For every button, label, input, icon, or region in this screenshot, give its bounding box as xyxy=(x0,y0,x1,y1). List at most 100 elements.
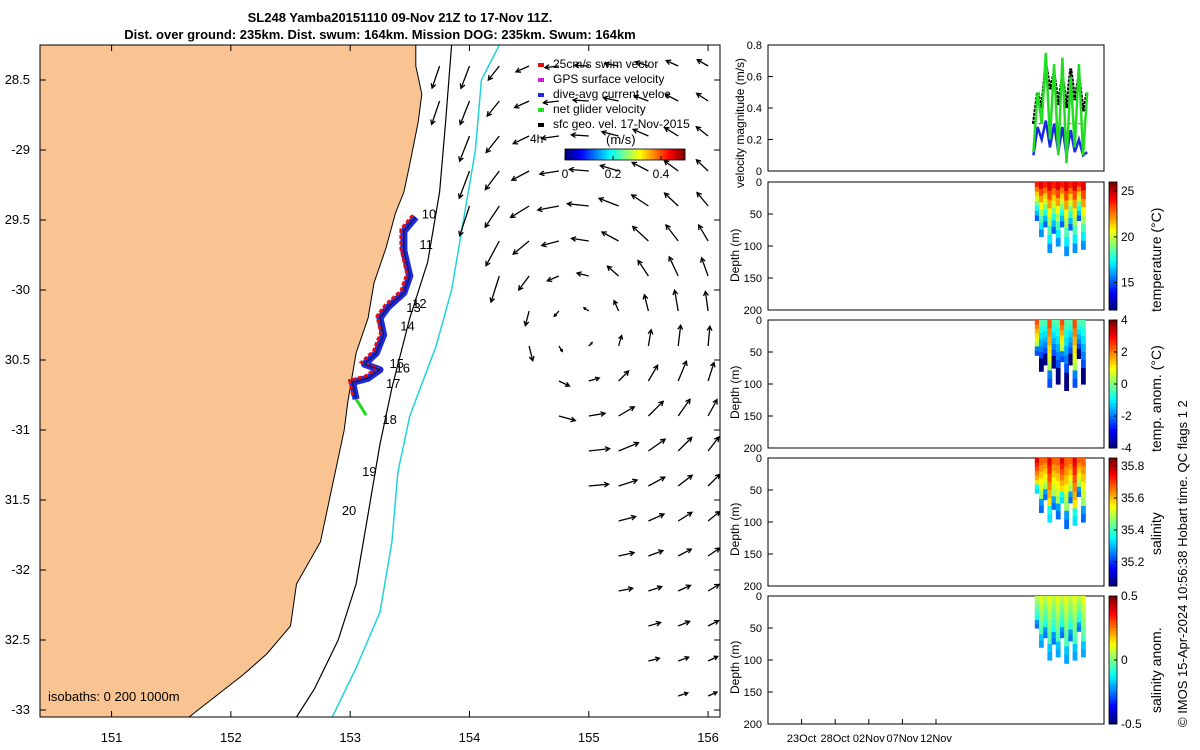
section-cell xyxy=(1076,348,1082,355)
legend-entry: GPS surface velocity xyxy=(553,72,664,86)
section-colorbar-tick-label: 35.6 xyxy=(1121,491,1145,505)
section-colorbar-cell xyxy=(1109,612,1117,616)
section-cell xyxy=(1034,206,1040,212)
section-colorbar-cell xyxy=(1109,329,1117,334)
section-cell xyxy=(1060,632,1065,639)
colorbar-cell xyxy=(659,149,662,160)
colorbar-cell xyxy=(579,149,582,160)
legend-swatch xyxy=(538,108,544,112)
section-cell xyxy=(1068,218,1074,225)
section-cell xyxy=(1051,620,1057,627)
section-cell xyxy=(1081,224,1086,233)
colorbar-cell xyxy=(633,149,636,160)
section-cell xyxy=(1043,616,1048,623)
colorbar-cell xyxy=(571,149,574,160)
geo-arrow xyxy=(695,125,709,137)
section-colorbar-cell xyxy=(1109,422,1117,427)
section-cell xyxy=(1072,644,1078,653)
section-cell xyxy=(1055,368,1061,377)
section-colorbar-cell xyxy=(1109,550,1117,555)
section-cell xyxy=(1034,201,1040,207)
section-cell xyxy=(1060,193,1065,200)
section-colorbar-cell xyxy=(1109,515,1117,520)
geo-arrow xyxy=(484,170,500,191)
section-cell xyxy=(1060,187,1065,194)
section-colorbar-cell xyxy=(1109,300,1117,305)
section-cell xyxy=(1039,608,1044,616)
section-cell xyxy=(1034,337,1040,343)
section-cell xyxy=(1064,466,1069,477)
section-colorbar-cell xyxy=(1109,441,1117,446)
section-cell xyxy=(1064,646,1069,656)
section-colorbar-cell xyxy=(1109,688,1117,693)
geo-arrow xyxy=(538,170,560,177)
geo-arrow xyxy=(664,59,679,67)
section-cell xyxy=(1081,490,1086,499)
section-cell xyxy=(1081,336,1086,345)
section-cell xyxy=(1043,348,1048,355)
colorbar-cell xyxy=(567,149,570,160)
section-cell xyxy=(1072,336,1078,346)
section-cell xyxy=(1081,320,1086,329)
section-cell xyxy=(1068,348,1074,355)
section-colorbar-cell xyxy=(1109,531,1117,536)
geo-arrow xyxy=(677,620,691,627)
section-colorbar-cell xyxy=(1109,361,1117,366)
section-cell xyxy=(1064,604,1069,614)
section-cell xyxy=(1051,470,1057,478)
section-colorbar-cell xyxy=(1109,198,1117,202)
geo-arrow xyxy=(648,656,661,662)
geo-arrow xyxy=(489,275,500,304)
geo-arrow xyxy=(485,135,500,154)
section-cell xyxy=(1076,215,1082,221)
geo-arrow xyxy=(706,324,713,347)
section-cell xyxy=(1072,596,1078,605)
geo-arrow xyxy=(668,255,679,277)
section-cell xyxy=(1047,234,1053,245)
section-colorbar-cell xyxy=(1109,239,1117,244)
section-cell xyxy=(1076,186,1082,193)
section-cell xyxy=(1055,344,1061,353)
section-cell xyxy=(1034,324,1040,330)
section-cell xyxy=(1064,337,1069,347)
section-colorbar-cell xyxy=(1109,692,1117,696)
geo-arrow xyxy=(553,310,560,318)
section-cell xyxy=(1076,609,1082,615)
depth-ytick-label: 50 xyxy=(750,623,762,635)
velocity-ytick-label: 0 xyxy=(756,166,762,178)
section-colorbar-cell xyxy=(1109,634,1117,639)
section-colorbar-cell xyxy=(1109,294,1117,298)
geo-arrow xyxy=(631,225,649,242)
section-colorbar-cell xyxy=(1109,342,1117,347)
section-cell xyxy=(1068,200,1074,207)
depth-ytick-label: 0 xyxy=(756,315,762,327)
velocity-series-line xyxy=(1032,120,1088,158)
section-cell xyxy=(1034,608,1040,613)
section-cell xyxy=(1076,353,1082,359)
geo-arrow xyxy=(698,223,709,242)
section-cell xyxy=(1081,626,1086,635)
colorbar-cell xyxy=(617,149,620,160)
section-colorbar-cell xyxy=(1109,541,1117,545)
section-cell xyxy=(1051,502,1057,510)
section-cell xyxy=(1034,210,1040,217)
section-cell xyxy=(1043,198,1048,205)
colorbar-cell xyxy=(627,149,630,160)
section-cell xyxy=(1051,220,1057,228)
map-ytick-label: -29 xyxy=(11,142,30,157)
section-cell xyxy=(1043,221,1048,228)
section-cell xyxy=(1068,480,1074,487)
colorbar-cell xyxy=(585,149,588,160)
colorbar-cell xyxy=(575,149,578,160)
colorbar-cell xyxy=(605,149,608,160)
section-cell xyxy=(1043,478,1048,485)
section-cell xyxy=(1039,345,1044,353)
section-colorbar-cell xyxy=(1109,303,1117,308)
geo-arrow xyxy=(677,436,693,452)
section-cell xyxy=(1034,320,1040,325)
section-cell xyxy=(1051,632,1057,639)
section-colorbar-cell xyxy=(1109,486,1117,491)
section-cell xyxy=(1039,332,1044,340)
section-cell xyxy=(1039,640,1044,648)
geo-arrow xyxy=(618,550,636,557)
